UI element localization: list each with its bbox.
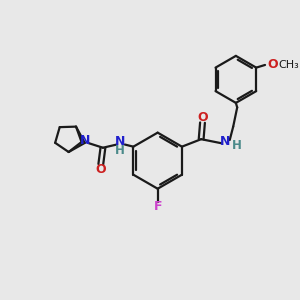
Text: F: F [153,200,162,213]
Text: CH₃: CH₃ [278,60,299,70]
Text: N: N [80,134,90,147]
Text: O: O [268,58,278,71]
Text: N: N [220,135,230,148]
Text: N: N [115,135,125,148]
Text: O: O [95,163,106,176]
Text: O: O [197,111,208,124]
Text: H: H [115,144,125,157]
Text: H: H [232,139,242,152]
